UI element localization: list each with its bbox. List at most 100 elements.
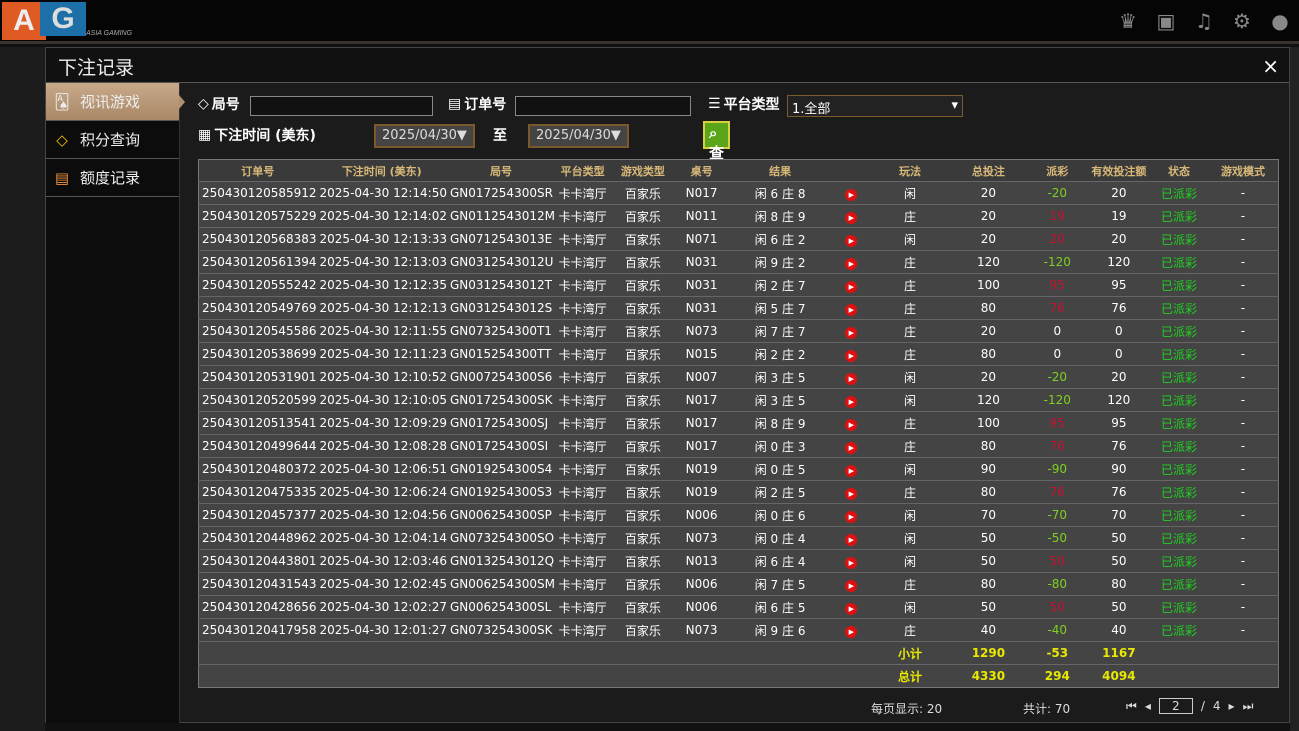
table-row: 250430120575229 2025-04-30 12:14:02 GN0112… [198,204,1279,228]
column-header [832,159,871,182]
replay-button[interactable]: ▶ [832,618,871,642]
sidebar-item-live-games[interactable]: 🂡 视讯游戏 [46,83,185,121]
table-cell: GN073254300SK [446,618,555,642]
prev-page-icon[interactable]: ◂ [1144,699,1151,713]
table-cell: 百家乐 [610,181,676,205]
table-cell: 闲 0 庄 3 [727,434,833,458]
table-cell: 百家乐 [610,273,676,297]
replay-button[interactable]: ▶ [832,526,871,550]
first-page-icon[interactable]: ⏮ [1126,698,1137,713]
table-cell: N019 [675,457,728,481]
table-cell: - [1207,618,1279,642]
table-cell: -20 [1026,365,1088,389]
replay-button[interactable]: ▶ [832,273,871,297]
date-to-picker[interactable]: 2025/04/30▼ [528,124,629,148]
chat-icon[interactable]: ▣ [1156,9,1176,33]
table-cell: 2025-04-30 12:03:46 [316,549,447,573]
subtotal-cell [446,641,555,665]
table-cell: N073 [675,618,728,642]
message-icon[interactable]: ● [1271,9,1289,33]
replay-button[interactable]: ▶ [832,181,871,205]
background-lobby-right [1290,47,1299,731]
table-cell: 卡卡湾厅 [554,250,611,274]
page-input[interactable]: 2 [1158,698,1193,714]
table-cell: 20 [1087,365,1150,389]
query-button[interactable]: ⌕查询 [703,121,731,183]
replay-button[interactable]: ▶ [832,342,871,366]
play-icon: ▶ [845,533,858,546]
table-cell: 庄 [870,572,950,596]
last-page-icon[interactable]: ⏭ [1242,698,1254,713]
table-cell: 120 [949,388,1027,412]
replay-button[interactable]: ▶ [832,250,871,274]
cards-icon: 🂡 [54,92,70,111]
table-cell: - [1207,457,1279,481]
table-cell: - [1207,319,1279,343]
table-cell: 90 [1087,457,1150,481]
table-cell: N011 [675,204,728,228]
replay-button[interactable]: ▶ [832,595,871,619]
play-icon: ▶ [845,602,858,615]
replay-button[interactable]: ▶ [832,480,871,504]
round-input[interactable] [250,96,433,116]
table-cell: 闲 [870,388,950,412]
date-from-picker[interactable]: 2025/04/30▼ [374,124,475,148]
table-cell: 20 [1026,227,1088,251]
replay-button[interactable]: ▶ [832,434,871,458]
table-cell: 2025-04-30 12:04:14 [316,526,447,550]
sidebar-item-credit-records[interactable]: ▤ 额度记录 [46,159,179,197]
order-input[interactable] [515,96,691,116]
table-cell: 闲 [870,503,950,527]
subtotal-cell [1207,641,1279,665]
table-cell: 百家乐 [610,618,676,642]
replay-button[interactable]: ▶ [832,572,871,596]
play-icon: ▶ [845,579,858,592]
replay-button[interactable]: ▶ [832,503,871,527]
table-cell: 庄 [870,273,950,297]
table-cell: GN0712543013E [446,227,555,251]
replay-button[interactable]: ▶ [832,388,871,412]
table-cell: 闲 [870,227,950,251]
gear-icon[interactable]: ⚙ [1233,9,1251,33]
table-cell: 50 [1087,526,1150,550]
table-cell: 100 [949,411,1027,435]
replay-button[interactable]: ▶ [832,319,871,343]
replay-button[interactable]: ▶ [832,457,871,481]
table-cell: 19 [1087,204,1150,228]
column-header: 有效投注额 [1087,159,1150,182]
table-cell: N007 [675,365,728,389]
table-cell: - [1207,595,1279,619]
total-cell: 4330 [949,664,1027,688]
table-cell: 76 [1087,434,1150,458]
table-cell: 卡卡湾厅 [554,457,611,481]
table-cell: - [1207,296,1279,320]
vip-crown-icon[interactable]: ♛ [1119,9,1137,33]
replay-button[interactable]: ▶ [832,296,871,320]
total-pages: 4 [1212,699,1221,713]
table-cell: 2025-04-30 12:04:56 [316,503,447,527]
play-icon: ▶ [845,211,858,224]
table-cell: - [1207,572,1279,596]
table-cell: 闲 0 庄 6 [727,503,833,527]
calendar-icon: ▦ [198,127,212,143]
play-icon: ▶ [845,257,858,270]
replay-button[interactable]: ▶ [832,411,871,435]
close-icon[interactable]: × [1262,54,1279,78]
table-cell: 已派彩 [1150,549,1208,573]
table-cell: 百家乐 [610,526,676,550]
replay-button[interactable]: ▶ [832,204,871,228]
replay-button[interactable]: ▶ [832,549,871,573]
replay-button[interactable]: ▶ [832,365,871,389]
platform-select[interactable]: 1.全部 ▾ [787,95,963,117]
next-page-icon[interactable]: ▸ [1228,699,1235,713]
music-icon[interactable]: ♫ [1195,9,1213,33]
table-cell: GN017254300SK [446,388,555,412]
table-cell: 80 [1087,572,1150,596]
top-bar: A G ASIA GAMING ♛ ▣ ♫ ⚙ ● [0,0,1299,44]
column-header: 订单号 [198,159,317,182]
table-cell: 卡卡湾厅 [554,618,611,642]
table-row: 250430120545586 2025-04-30 12:11:55 GN0732… [198,319,1279,343]
replay-button[interactable]: ▶ [832,227,871,251]
sidebar-item-points[interactable]: ◇ 积分查询 [46,121,179,159]
play-icon: ▶ [845,418,858,431]
